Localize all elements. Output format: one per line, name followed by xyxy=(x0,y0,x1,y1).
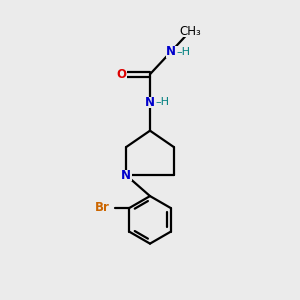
Text: –H: –H xyxy=(176,47,190,57)
Bar xyxy=(182,26,198,37)
Bar xyxy=(166,46,185,58)
Text: N: N xyxy=(121,169,131,182)
Text: N: N xyxy=(145,96,155,109)
Bar xyxy=(93,202,112,214)
Bar xyxy=(121,169,132,181)
Text: –H: –H xyxy=(155,98,170,107)
Text: Br: Br xyxy=(95,202,110,214)
Text: CH₃: CH₃ xyxy=(179,25,201,38)
Text: O: O xyxy=(117,68,127,81)
Text: N: N xyxy=(166,45,176,58)
Bar xyxy=(116,69,128,80)
Bar xyxy=(145,97,164,108)
